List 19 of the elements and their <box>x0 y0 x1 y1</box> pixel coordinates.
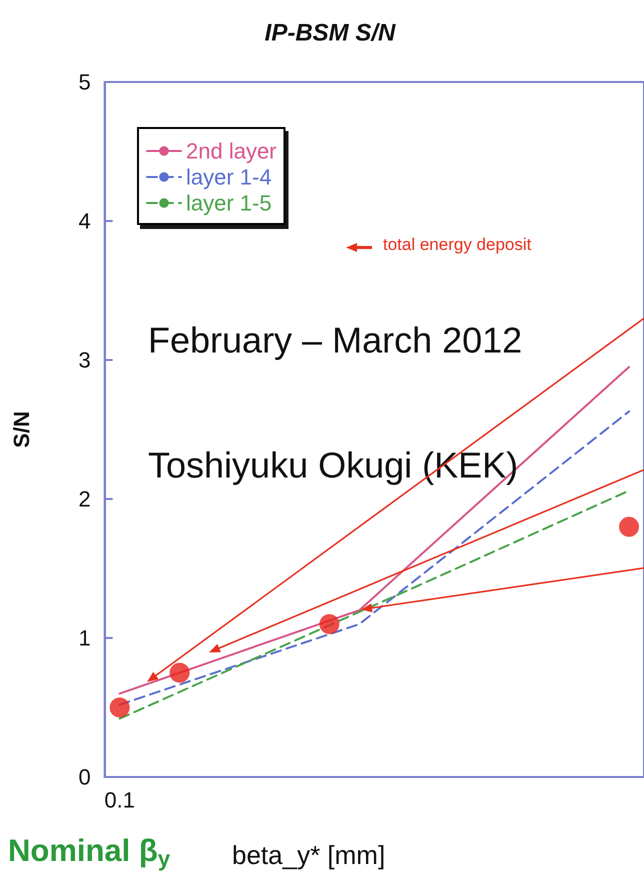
y-tick-label: 3 <box>78 348 91 372</box>
point <box>110 698 130 718</box>
y-tick-label: 4 <box>78 208 91 234</box>
point <box>619 516 640 537</box>
y-tick-label: 0 <box>78 764 91 790</box>
y-tick-label: 2 <box>78 486 91 512</box>
y-tick-label: 1 <box>78 626 91 650</box>
point <box>170 662 190 683</box>
x-axis-title: beta_y* [mm] <box>232 840 386 870</box>
y-tick-label: 5 <box>78 70 91 94</box>
annotation: total energy deposit <box>383 235 532 254</box>
legend-label: layer 1-5 <box>186 190 272 216</box>
legend-label: layer 1-4 <box>186 164 272 190</box>
point <box>319 614 340 634</box>
legend-label: 2nd layer <box>186 138 277 164</box>
annotation: February – March 2012 <box>148 320 522 360</box>
chart-title: IP-BSM S/N <box>264 20 396 46</box>
y-axis-title: S/N <box>9 411 34 448</box>
x-tick-label: 0.1 <box>104 788 135 812</box>
